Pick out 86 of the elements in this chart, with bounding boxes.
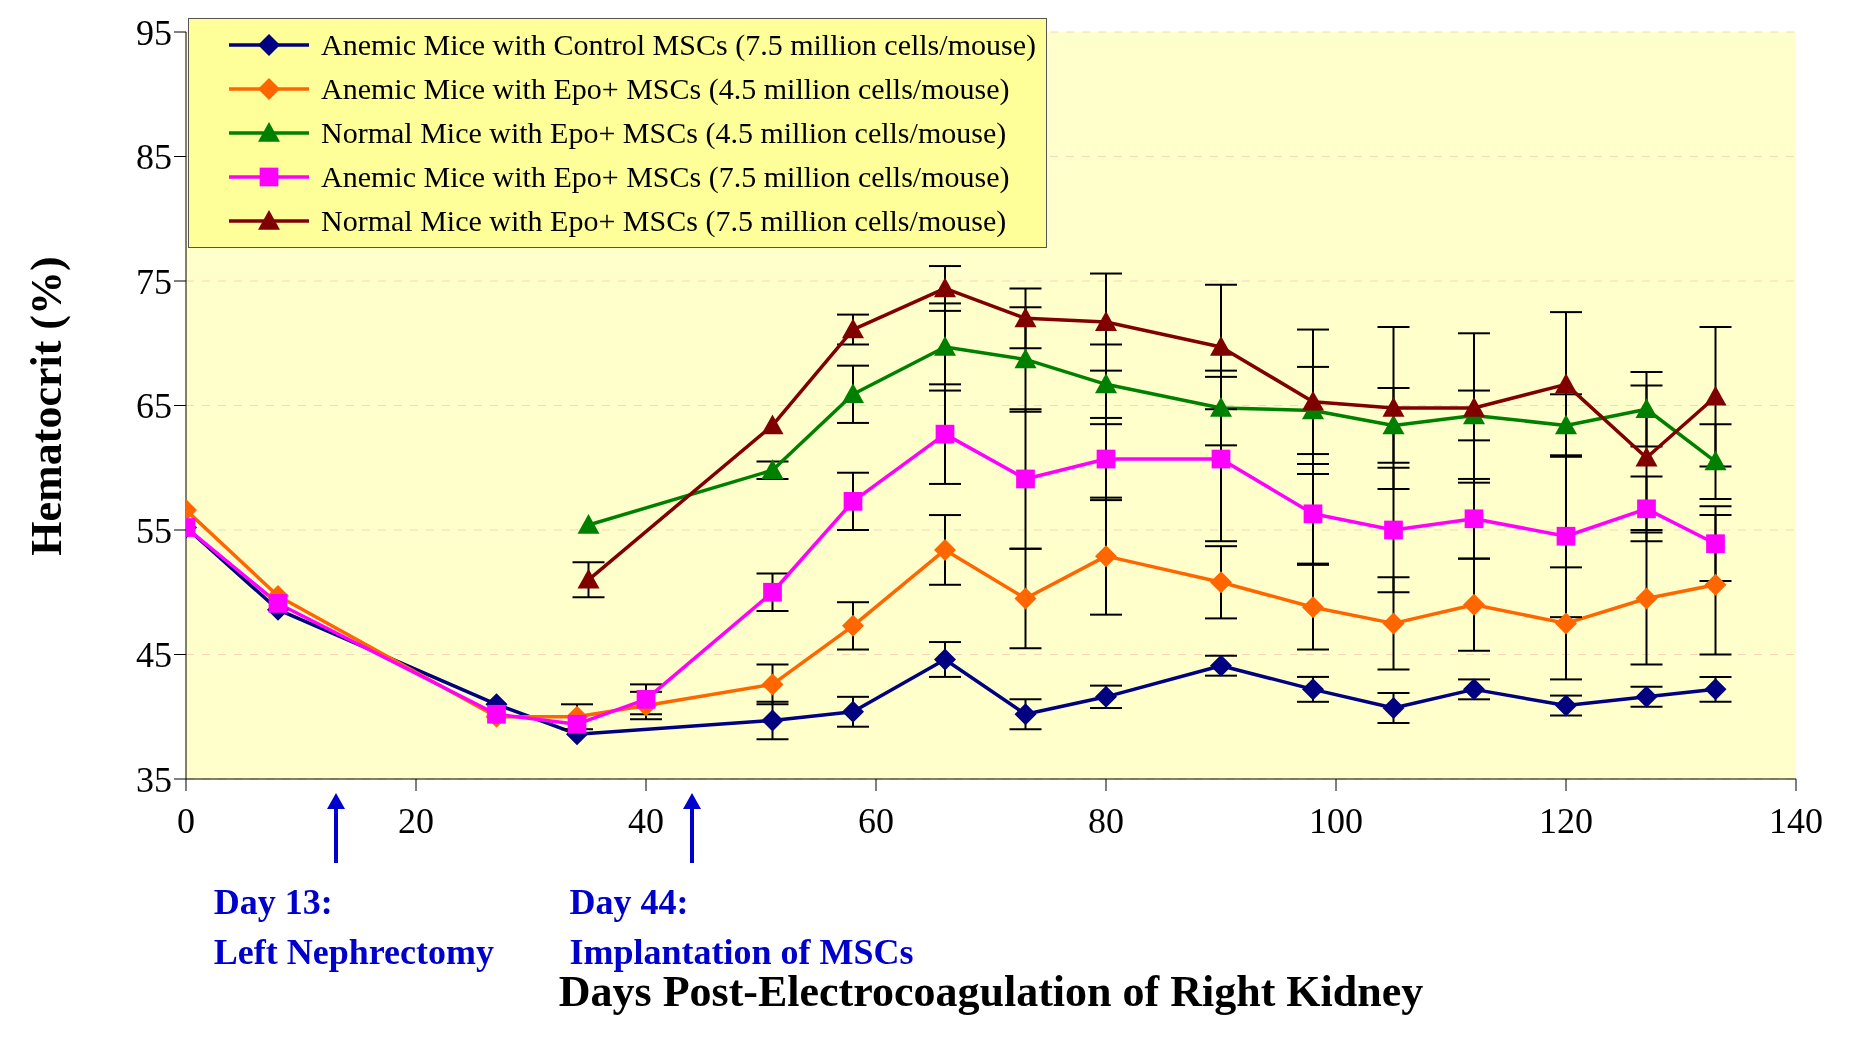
point (1556, 526, 1576, 546)
point (761, 709, 784, 732)
legend-label: Normal Mice with Epo+ MSCs (4.5 million cells/mouse) (321, 115, 1007, 151)
point (1635, 587, 1658, 610)
point (1463, 396, 1485, 417)
point (1303, 504, 1323, 524)
x-tick-label: 0 (177, 800, 195, 841)
point (1463, 678, 1485, 701)
x-tick-label: 140 (1769, 800, 1823, 841)
point (567, 714, 587, 734)
point (1382, 612, 1405, 635)
point (1210, 335, 1232, 356)
point (1706, 534, 1725, 554)
point (1464, 509, 1484, 529)
legend-label: Anemic Mice with Epo+ MSCs (7.5 million cells/mouse) (321, 159, 1010, 195)
point (934, 335, 956, 356)
point (1382, 697, 1405, 720)
point (763, 582, 782, 602)
y-axis-title: Hematocrit (%) (20, 255, 72, 556)
y-tick-label: 85 (136, 137, 172, 178)
point (577, 568, 600, 589)
point (1637, 499, 1656, 519)
point (1704, 385, 1727, 406)
point (1704, 573, 1727, 596)
x-tick-label: 80 (1088, 800, 1124, 841)
point (842, 383, 864, 404)
point (1210, 396, 1232, 417)
point (1704, 678, 1727, 701)
point (842, 614, 864, 637)
y-tick-label: 65 (136, 386, 172, 427)
point (1704, 450, 1727, 471)
point (1095, 545, 1117, 568)
point (1382, 396, 1405, 417)
point (1095, 685, 1117, 708)
point (843, 492, 863, 511)
x-tick-label: 20 (398, 800, 434, 841)
point (1555, 612, 1577, 635)
point (1635, 685, 1658, 708)
point (761, 673, 784, 696)
point (1211, 449, 1231, 469)
point (1555, 694, 1577, 717)
x-tick-label: 40 (628, 800, 664, 841)
point (1014, 587, 1037, 610)
point (934, 538, 956, 561)
y-tick-label: 75 (136, 261, 172, 302)
point (1555, 414, 1577, 435)
point (842, 700, 864, 723)
x-tick-label: 100 (1309, 800, 1363, 841)
point (577, 514, 600, 534)
point (934, 277, 956, 298)
point (842, 318, 864, 339)
legend-label: Anemic Mice with Control MSCs (7.5 million cells/mouse) (321, 27, 1036, 63)
point (1016, 469, 1035, 489)
point (1635, 398, 1658, 419)
y-tick-label: 95 (136, 12, 172, 53)
point (1382, 414, 1405, 435)
point (1463, 593, 1485, 616)
point (487, 704, 506, 724)
point (268, 594, 288, 613)
point (1096, 449, 1116, 469)
point (935, 424, 955, 444)
point (1014, 348, 1037, 369)
point (1210, 571, 1232, 594)
y-tick-label: 35 (136, 759, 172, 800)
point (636, 689, 656, 709)
point (761, 414, 784, 435)
point (934, 648, 956, 671)
point (1302, 596, 1324, 619)
legend-label: Anemic Mice with Epo+ MSCs (4.5 million cells/mouse) (321, 71, 1010, 107)
y-tick-label: 55 (136, 510, 172, 551)
point (1302, 390, 1324, 411)
point (1095, 373, 1117, 394)
point (1095, 311, 1117, 331)
point (761, 459, 784, 480)
legend-label: Normal Mice with Epo+ MSCs (7.5 million cells/mouse) (321, 203, 1007, 239)
y-tick-label: 45 (136, 635, 172, 676)
x-tick-label: 60 (858, 800, 894, 841)
point (1210, 654, 1232, 677)
x-tick-label: 120 (1539, 800, 1593, 841)
point (1635, 446, 1658, 467)
point (1555, 373, 1577, 394)
text: Day 13: Left Nephrectomy (213, 881, 494, 974)
point (1014, 703, 1037, 726)
point (1384, 520, 1403, 540)
point (1014, 307, 1037, 328)
point (1302, 678, 1324, 701)
